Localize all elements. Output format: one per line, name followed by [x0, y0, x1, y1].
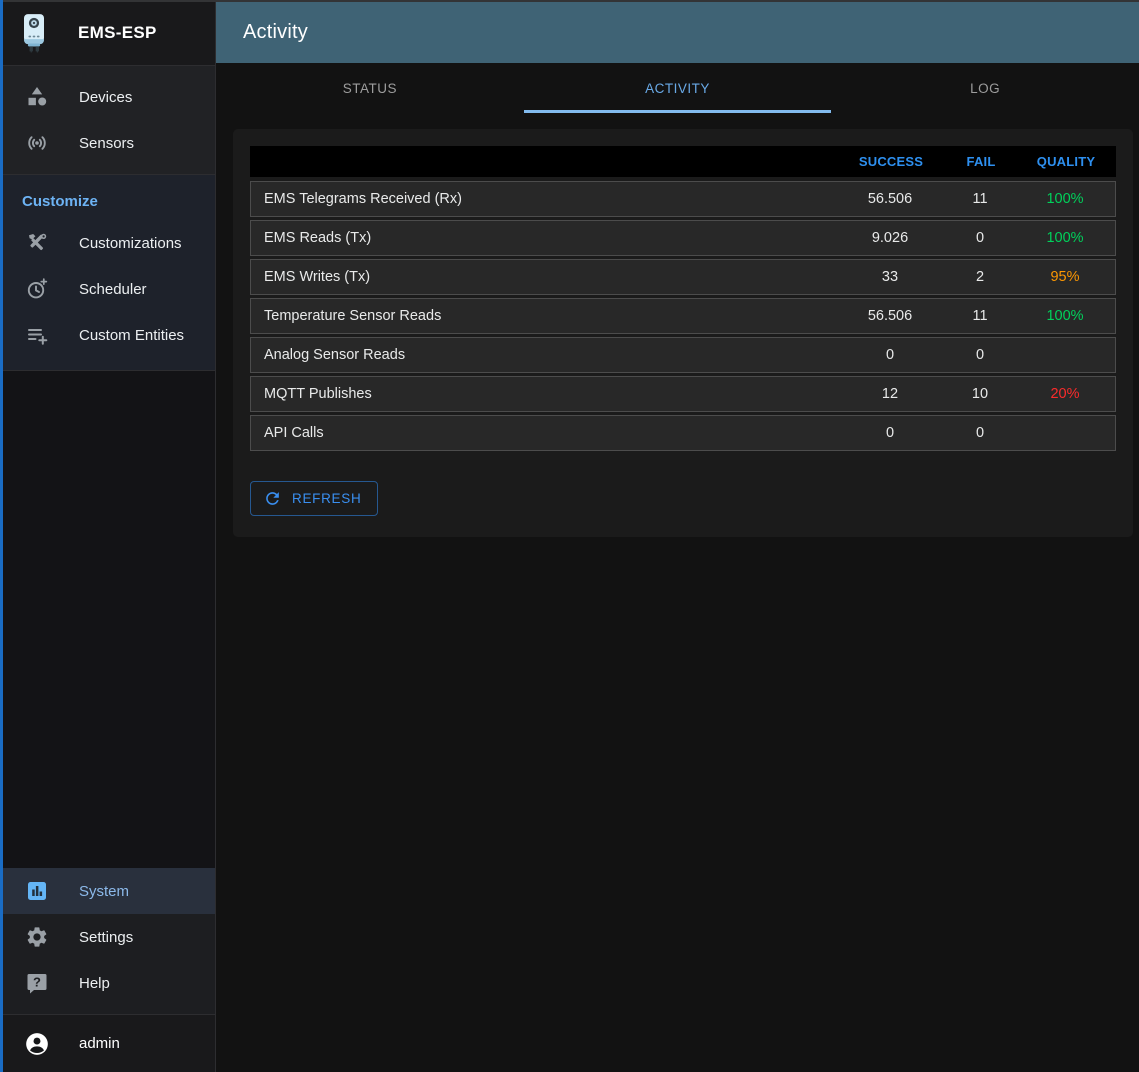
table-row: Temperature Sensor Reads 56.506 11 100% [250, 298, 1116, 334]
boiler-icon [24, 13, 44, 52]
success-value: 56.506 [867, 308, 913, 324]
column-header-success: SUCCESS [858, 154, 924, 169]
tab-status[interactable]: STATUS [342, 80, 397, 96]
tab-activity[interactable]: ACTIVITY [523, 63, 832, 113]
sidebar-item-help[interactable]: ? Help [0, 960, 215, 1006]
sidebar-spacer [0, 371, 215, 868]
table-row: EMS Writes (Tx) 33 2 95% [250, 259, 1116, 295]
table-row: API Calls 0 0 [250, 415, 1116, 451]
sidebar-item-customizations[interactable]: Customizations [0, 220, 215, 266]
fail-value: 2 [975, 269, 985, 285]
row-label: MQTT Publishes [264, 386, 372, 402]
fail-value: 0 [975, 425, 985, 441]
sensors-icon [25, 131, 49, 155]
sidebar-item-devices[interactable]: Devices [0, 74, 215, 120]
table-header-row: SUCCESS FAIL QUALITY [250, 146, 1116, 177]
devices-category-icon [25, 85, 49, 109]
gear-icon [25, 925, 49, 949]
account-circle-icon [24, 1031, 50, 1057]
table-row: MQTT Publishes 12 10 20% [250, 376, 1116, 412]
success-value: 33 [881, 269, 899, 285]
sidebar-user-section: admin [0, 1014, 215, 1072]
table-row: EMS Telegrams Received (Rx) 56.506 11 10… [250, 181, 1116, 217]
app-logo-row: EMS-ESP [0, 0, 215, 66]
refresh-button[interactable]: REFRESH [250, 481, 379, 516]
success-value: 0 [885, 425, 895, 441]
sidebar-item-label: Custom Entities [79, 326, 185, 344]
activity-card: SUCCESS FAIL QUALITY EMS Telegrams Recei… [233, 129, 1133, 537]
table-body: EMS Telegrams Received (Rx) 56.506 11 10… [250, 181, 1116, 451]
sidebar-item-system[interactable]: System [0, 868, 215, 914]
fail-value: 10 [971, 386, 989, 402]
main-content: Activity STATUS ACTIVITY LOG SUCCESS FAI… [216, 0, 1139, 1072]
row-label: API Calls [264, 425, 324, 441]
tab-bar: STATUS ACTIVITY LOG [216, 63, 1139, 113]
sidebar-item-label: Sensors [79, 134, 135, 152]
row-label: EMS Reads (Tx) [264, 230, 372, 246]
sidebar-item-settings[interactable]: Settings [0, 914, 215, 960]
success-value: 12 [881, 386, 899, 402]
success-value: 9.026 [871, 230, 909, 246]
column-header-fail: FAIL [966, 154, 996, 169]
schedule-add-icon [25, 277, 49, 301]
sidebar: EMS-ESP Devices [0, 0, 216, 1072]
sidebar-item-label: Help [79, 974, 110, 992]
row-label: Temperature Sensor Reads [264, 308, 442, 324]
app-title: EMS-ESP [78, 22, 157, 42]
tools-icon [25, 231, 49, 255]
fail-value: 11 [972, 308, 988, 324]
sidebar-item-label: Scheduler [79, 280, 147, 298]
quality-value: 20% [1050, 386, 1080, 402]
sidebar-customize-section: Customize Customizations [0, 175, 215, 371]
fail-value: 0 [975, 230, 985, 246]
sidebar-main-section: Devices Sensors [0, 66, 215, 175]
sidebar-item-label: Devices [79, 88, 133, 106]
quality-value: 100% [1046, 191, 1084, 207]
page-title: Activity [243, 21, 308, 43]
user-name: admin [79, 1035, 120, 1052]
playlist-add-icon [25, 323, 49, 347]
quality-value: 100% [1046, 230, 1084, 246]
user-menu-button[interactable]: admin [0, 1021, 215, 1067]
success-value: 0 [885, 347, 895, 363]
customize-section-header: Customize [22, 193, 98, 210]
bar-chart-icon [25, 879, 49, 903]
window-top-edge [0, 0, 1139, 2]
window-left-edge [0, 0, 3, 1072]
sidebar-item-label: Customizations [79, 234, 182, 252]
table-row: EMS Reads (Tx) 9.026 0 100% [250, 220, 1116, 256]
row-label: EMS Writes (Tx) [264, 269, 371, 285]
sidebar-item-scheduler[interactable]: Scheduler [0, 266, 215, 312]
sidebar-item-label: System [79, 882, 130, 900]
sidebar-item-custom-entities[interactable]: Custom Entities [0, 312, 215, 358]
tab-log[interactable]: LOG [970, 80, 1001, 96]
sidebar-item-sensors[interactable]: Sensors [0, 120, 215, 166]
help-icon: ? [25, 971, 49, 995]
refresh-icon [266, 492, 279, 505]
fail-value: 11 [972, 191, 988, 207]
column-header-quality: QUALITY [1036, 154, 1096, 169]
table-row: Analog Sensor Reads 0 0 [250, 337, 1116, 373]
row-label: EMS Telegrams Received (Rx) [264, 191, 462, 207]
quality-value: 95% [1050, 269, 1080, 285]
success-value: 56.506 [867, 191, 913, 207]
quality-value: 100% [1046, 308, 1084, 324]
sidebar-bottom-section: System Settings ? Help [0, 868, 215, 1014]
refresh-button-label: REFRESH [292, 491, 362, 506]
appbar: Activity [216, 0, 1139, 63]
sidebar-item-label: Settings [79, 928, 134, 946]
fail-value: 0 [975, 347, 985, 363]
svg-text:?: ? [33, 975, 41, 990]
row-label: Analog Sensor Reads [264, 347, 406, 363]
